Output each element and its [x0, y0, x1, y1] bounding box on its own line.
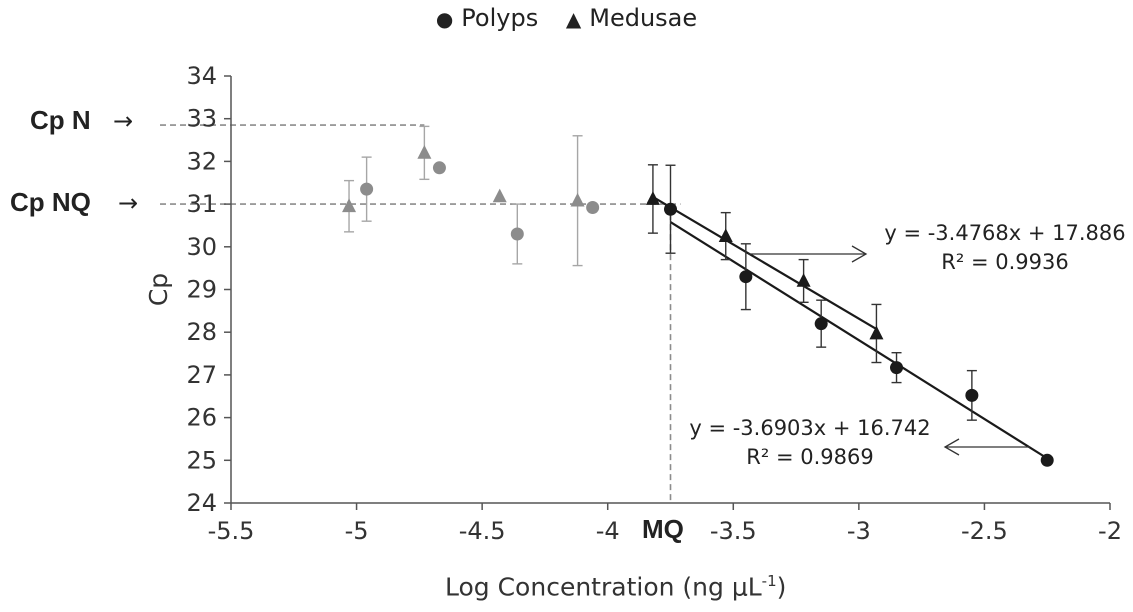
polyps-point: [739, 270, 753, 284]
polyps-point: [1040, 453, 1054, 467]
medusae-point: [796, 273, 811, 287]
polyps-r2-text: R² = 0.9869: [746, 445, 874, 469]
reference-lines: [160, 124, 681, 503]
y-tick-label: 24: [186, 489, 217, 517]
y-tick-label: 28: [186, 318, 217, 346]
medusae-eq-text: y = -3.4768x + 17.886: [884, 221, 1126, 245]
y-tick-label: 26: [186, 404, 217, 432]
y-tick-label: 31: [186, 190, 217, 218]
x-tick-label: -4.5: [459, 517, 506, 545]
legend-item-polyps: ● Polyps: [436, 4, 538, 32]
polyps-trendline: [669, 221, 1048, 460]
polyps-eq-text: y = -3.6903x + 16.742: [689, 416, 931, 440]
medusae-point: [417, 145, 432, 159]
y-tick-label: 25: [186, 446, 217, 474]
polyps-equation: y = -3.6903x + 16.742 R² = 0.9869: [675, 414, 945, 472]
polyps-point: [510, 227, 524, 241]
y-tick-label: 33: [186, 105, 217, 133]
medusae-point: [570, 192, 585, 207]
legend-label-polyps: Polyps: [461, 4, 539, 32]
x-axis-title: Log Concentration (ng μL-1): [445, 572, 786, 601]
y-tick-label: 30: [186, 233, 217, 261]
x-tick-label: -2: [1098, 517, 1122, 545]
cp-nq-arrow-icon: →: [118, 189, 139, 217]
x-tick-label: -2.5: [961, 517, 1008, 545]
legend: ● Polyps ▲ Medusae: [0, 4, 1133, 32]
cp-n-arrow-icon: →: [113, 107, 134, 135]
polyps-point: [586, 201, 600, 215]
medusae-point: [492, 188, 507, 203]
annotation-arrows: [748, 245, 1030, 456]
medusae-point: [645, 191, 660, 205]
medusae-equation: y = -3.4768x + 17.886 R² = 0.9936: [870, 219, 1133, 277]
data-points: [342, 145, 1054, 467]
x-tick-label: -5: [345, 517, 369, 545]
polyps-point: [965, 388, 979, 402]
medusae-r2-text: R² = 0.9936: [941, 250, 1069, 274]
polyps-point: [432, 161, 446, 175]
legend-label-medusae: Medusae: [589, 4, 698, 32]
polyps-point: [890, 361, 904, 375]
polyps-point: [360, 182, 374, 196]
cp-nq-label: Cp NQ: [10, 187, 91, 217]
axes: 24 25 26 27 28 29 30 31 32 33 34 -5.5 -5 -4.5 -4 -3.5 -3…: [186, 62, 1122, 545]
polyps-arrow-head: [943, 438, 960, 456]
y-tick-label: 32: [186, 147, 217, 175]
medusae-trendline: [652, 196, 877, 331]
medusae-point: [869, 325, 884, 340]
trendlines: [652, 196, 1048, 460]
x-axis-title-text: Log Concentration (ng μL: [445, 572, 762, 602]
y-tick-label: 29: [186, 276, 217, 304]
x-tick-label: -4: [596, 517, 620, 545]
x-tick-label: -5.5: [208, 517, 255, 545]
y-axis-title: Cp: [144, 272, 174, 307]
mq-label: MQ: [642, 514, 684, 544]
medusae-point: [342, 198, 357, 213]
circle-icon: ●: [435, 7, 454, 31]
x-axis-title-close: ): [776, 572, 787, 602]
medusae-arrow-head: [851, 245, 868, 263]
medusae-point: [718, 228, 733, 242]
y-tick-label: 27: [186, 361, 217, 389]
x-tick-label: -3.5: [710, 517, 757, 545]
legend-item-medusae: ▲ Medusae: [566, 4, 697, 32]
cp-n-label: Cp N: [30, 105, 91, 135]
polyps-point: [664, 202, 677, 216]
y-tick-label: 34: [186, 62, 217, 90]
polyps-point: [814, 317, 828, 331]
x-tick-label: -3: [847, 517, 871, 545]
x-axis-title-sup: -1: [761, 572, 777, 590]
triangle-icon: ▲: [565, 7, 582, 31]
